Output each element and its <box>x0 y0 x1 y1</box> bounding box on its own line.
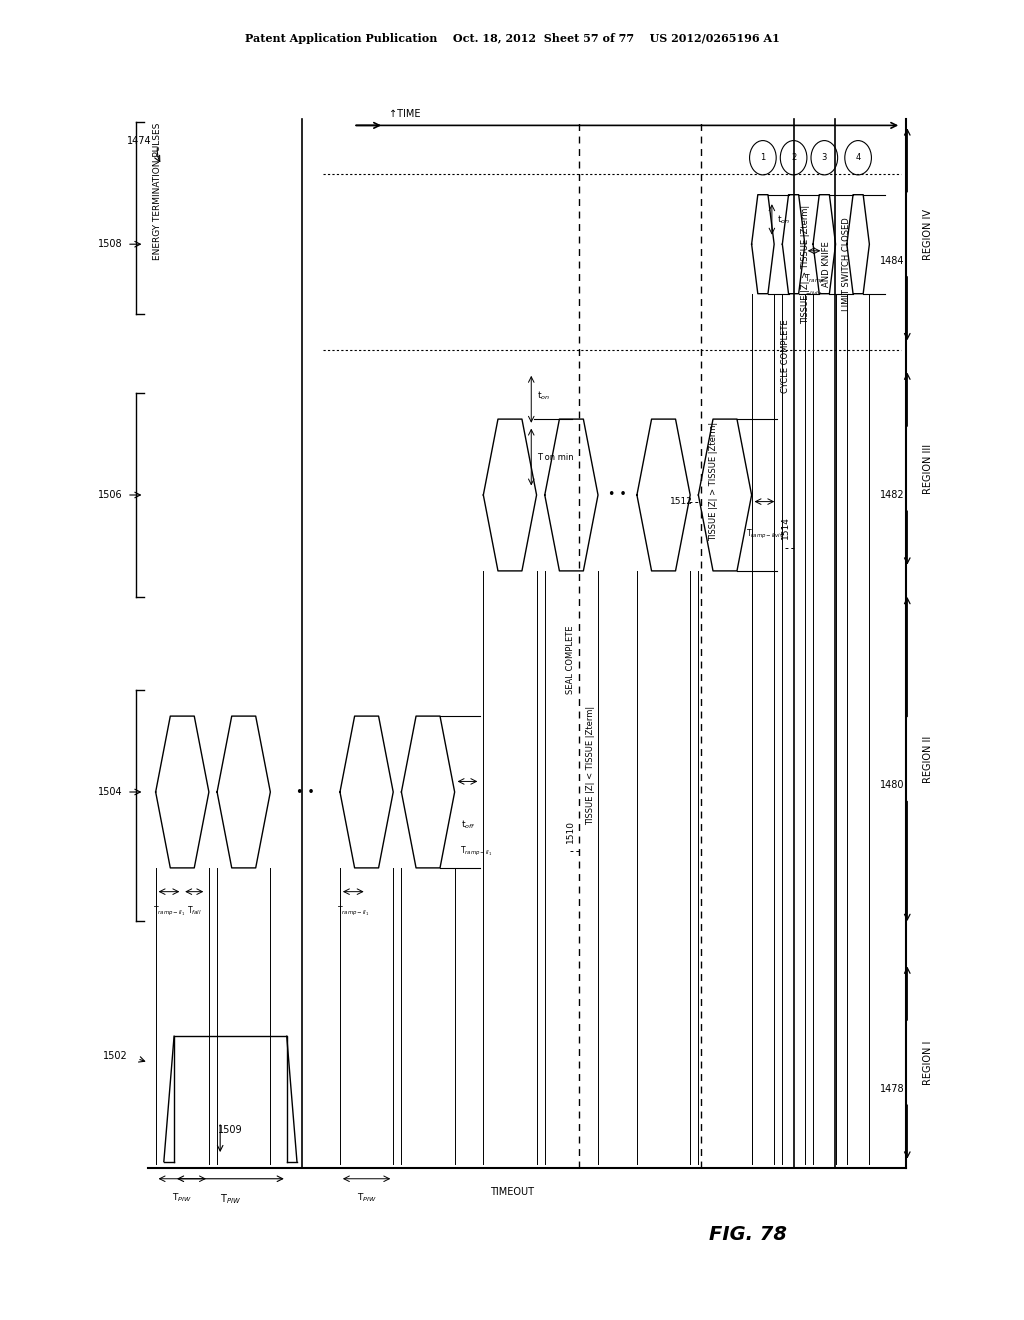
Text: 1: 1 <box>760 153 766 162</box>
Text: 1506: 1506 <box>98 490 123 500</box>
Text: FIG. 78: FIG. 78 <box>709 1225 786 1243</box>
Text: t$_{on}$: t$_{on}$ <box>538 389 551 401</box>
Text: REGION IV: REGION IV <box>923 209 933 260</box>
Text: 1482: 1482 <box>880 490 904 500</box>
Text: Patent Application Publication    Oct. 18, 2012  Sheet 57 of 77    US 2012/02651: Patent Application Publication Oct. 18, … <box>245 33 779 44</box>
Text: 1512: 1512 <box>670 498 692 506</box>
Text: t$_{off}$: t$_{off}$ <box>461 818 475 830</box>
Text: 1509: 1509 <box>218 1125 243 1135</box>
Text: 1510: 1510 <box>566 820 574 843</box>
Text: T on min: T on min <box>538 453 574 462</box>
Text: 1502: 1502 <box>103 1051 128 1061</box>
Text: 1474: 1474 <box>127 136 152 147</box>
Text: 1484: 1484 <box>880 256 904 265</box>
Text: REGION II: REGION II <box>923 735 933 783</box>
Text: • •: • • <box>608 488 627 502</box>
Text: TIMEOUT: TIMEOUT <box>490 1187 534 1197</box>
Text: T$_{ramp-II_1}$: T$_{ramp-II_1}$ <box>460 845 493 858</box>
Text: T$_{PIW}$: T$_{PIW}$ <box>172 1192 193 1204</box>
Text: ↑TIME: ↑TIME <box>389 108 421 119</box>
Text: TISSUE |Z| < TISSUE |Zterm|: TISSUE |Z| < TISSUE |Zterm| <box>586 706 595 825</box>
Text: TISSUE |Z| > TISSUE |Zterm|: TISSUE |Z| > TISSUE |Zterm| <box>801 205 810 323</box>
Text: CYCLE COMPLETE: CYCLE COMPLETE <box>781 319 790 393</box>
Text: AND KNIFE: AND KNIFE <box>822 242 830 286</box>
Text: ENERGY TERMINATION PULSES: ENERGY TERMINATION PULSES <box>154 123 162 260</box>
Text: 1508: 1508 <box>98 239 123 249</box>
Text: T$_{ramp}$
$_{-IIvIv}$: T$_{ramp}$ $_{-IIvIv}$ <box>804 273 824 298</box>
Text: 1514: 1514 <box>781 516 790 540</box>
Text: • •: • • <box>296 785 314 799</box>
Text: SEAL COMPLETE: SEAL COMPLETE <box>566 626 574 694</box>
Text: TISSUE |Z| > TISSUE |Zterm|: TISSUE |Z| > TISSUE |Zterm| <box>709 422 718 541</box>
Text: REGION III: REGION III <box>923 444 933 494</box>
Text: 1478: 1478 <box>880 1084 904 1094</box>
Text: T$_{PIW}$: T$_{PIW}$ <box>356 1192 377 1204</box>
Text: 3: 3 <box>821 153 827 162</box>
Text: T$_{PIW}$: T$_{PIW}$ <box>220 1192 241 1205</box>
Text: T$_{ramp-IIviv}$: T$_{ramp-IIviv}$ <box>745 528 784 541</box>
Text: 2: 2 <box>791 153 797 162</box>
Text: T$_{ramp-II_1}$: T$_{ramp-II_1}$ <box>337 906 370 919</box>
Text: t$_{on}$: t$_{on}$ <box>777 214 791 226</box>
Text: T$_{ramp-II_1}$: T$_{ramp-II_1}$ <box>153 906 185 919</box>
Text: REGION I: REGION I <box>923 1040 933 1085</box>
Text: 1504: 1504 <box>98 787 123 797</box>
Text: 4: 4 <box>855 153 861 162</box>
Text: T$_{fall}$: T$_{fall}$ <box>186 906 202 917</box>
Text: 1480: 1480 <box>880 780 904 791</box>
Text: LIMIT SWITCH CLOSED: LIMIT SWITCH CLOSED <box>842 216 851 312</box>
